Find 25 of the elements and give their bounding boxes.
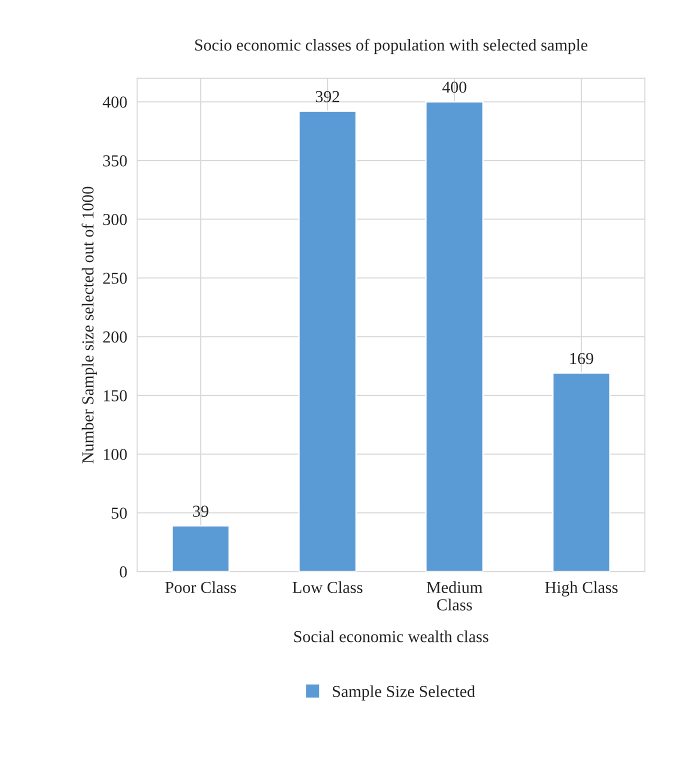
data-label: 392 <box>316 91 340 102</box>
x-tick-label: Medium Class <box>426 581 482 610</box>
data-label: 39 <box>193 506 208 517</box>
data-label: 169 <box>570 352 594 364</box>
bar <box>298 110 357 572</box>
chart-title: Socio economic classes of population with selected sample <box>195 38 588 54</box>
bar <box>552 372 611 572</box>
x-tick-label: Low Class <box>292 581 362 594</box>
data-label: 400 <box>442 82 466 93</box>
bar <box>425 101 484 572</box>
y-tick-label: 150 <box>104 390 127 402</box>
y-tick-label: 0 <box>120 566 127 578</box>
y-tick-label: 50 <box>112 508 127 519</box>
y-axis-title: Number Sample size selected out of 1000 <box>82 186 97 464</box>
bar <box>171 525 230 572</box>
y-tick-label: 200 <box>103 331 127 343</box>
legend-label: Sample Size Selected <box>332 685 476 700</box>
y-tick-label: 300 <box>103 214 127 226</box>
x-tick-label: High Class <box>545 581 618 596</box>
x-axis-title: Social economic wealth class <box>294 630 488 642</box>
x-tick-label: Poor Class <box>165 581 236 594</box>
y-tick-label: 350 <box>103 155 127 166</box>
y-tick-label: 100 <box>104 448 127 460</box>
y-tick-label: 400 <box>102 96 127 108</box>
y-tick-label: 250 <box>103 272 127 284</box>
